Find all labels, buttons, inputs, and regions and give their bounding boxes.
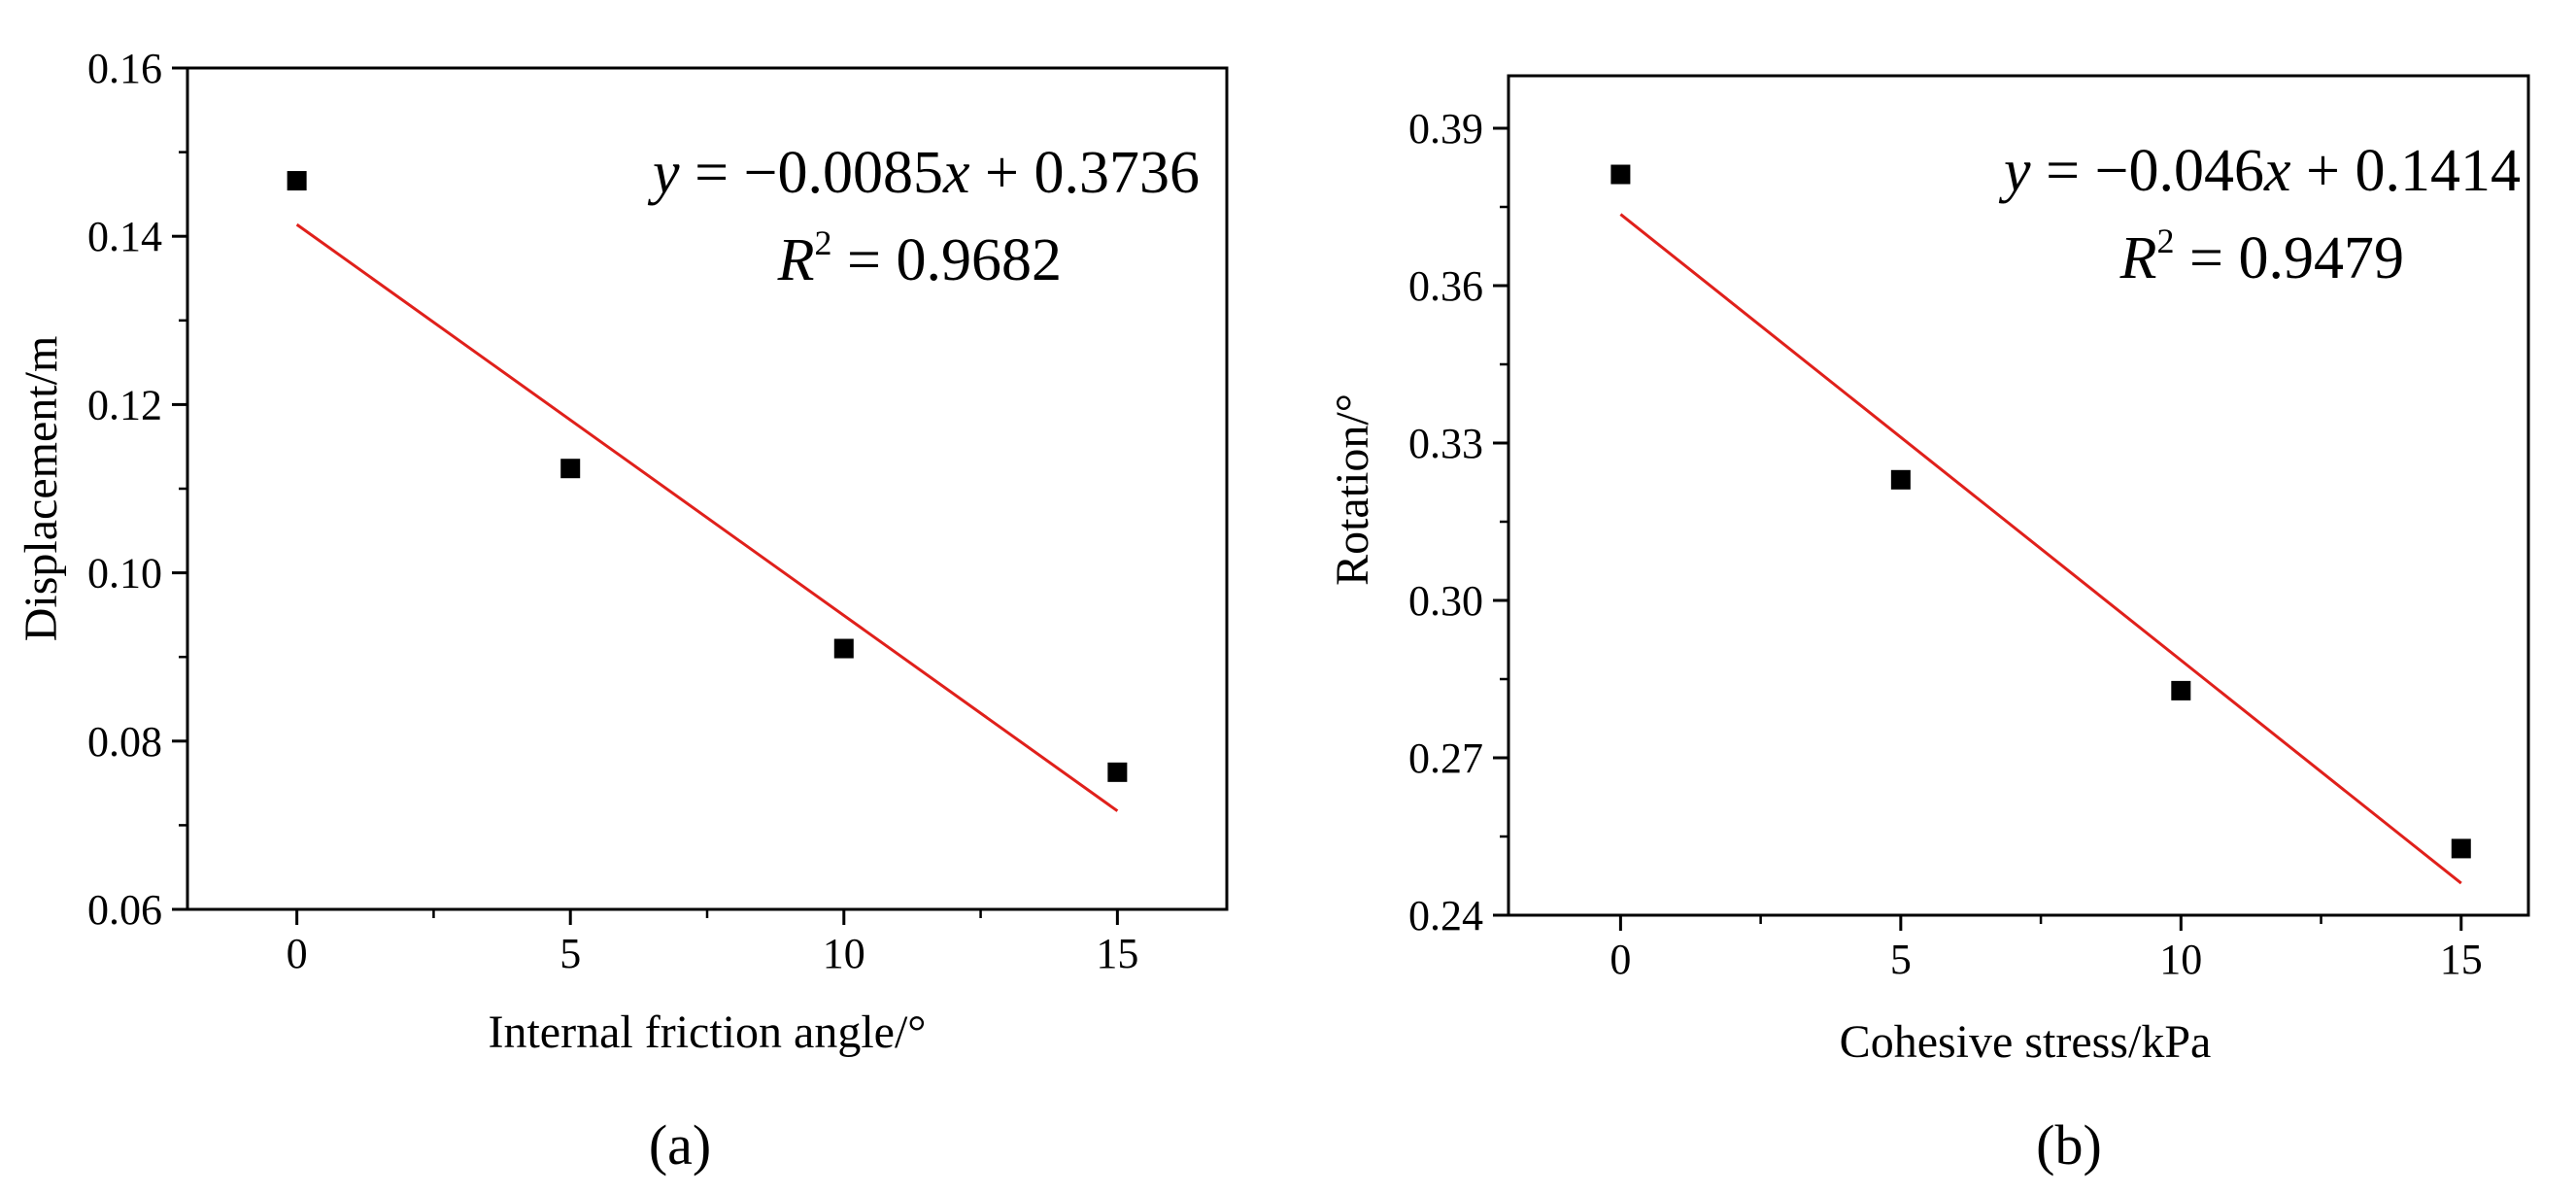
fit-layer [295, 222, 1119, 812]
r-squared: R2 = 0.9682 [777, 223, 1062, 293]
y-tick-label: 0.27 [1408, 734, 1483, 782]
y-tick-label: 0.12 [87, 381, 162, 428]
x-tick-label: 0 [1610, 936, 1631, 983]
y-tick-label: 0.14 [87, 213, 162, 260]
y-tick-label: 0.36 [1408, 262, 1483, 310]
y-tick-label: 0.10 [87, 550, 162, 598]
point-layer [1610, 164, 2471, 859]
chart-panel-b: 0 5 10 15 0.24 0.27 0.30 0.33 0.36 0.39 Cohesive… [1327, 74, 2530, 1177]
x-tick-label: 0 [287, 930, 308, 977]
fit-line [1619, 213, 2462, 885]
fit-equation: y = −0.046x + 0.1414 [1998, 138, 2521, 204]
x-axis-title: Internal friction angle/° [488, 1007, 926, 1058]
y-tick-label: 0.39 [1408, 105, 1483, 153]
data-point [1107, 762, 1128, 782]
y-tick-label: 0.06 [87, 886, 162, 934]
x-tick-label: 15 [2440, 936, 2483, 983]
y-ticks: 0.06 0.08 0.10 0.12 0.14 0.16 [87, 45, 187, 934]
panel-label-b: (b) [2036, 1113, 2102, 1177]
point-layer [287, 171, 1128, 782]
data-point [560, 459, 581, 479]
y-tick-label: 0.24 [1408, 892, 1483, 939]
data-point [2171, 680, 2191, 700]
data-point [833, 638, 854, 659]
data-point [2451, 838, 2471, 859]
chart-panel-a: 0 5 10 15 0.06 0.08 0.10 0.12 0.14 0.16 Internal… [16, 45, 1229, 1177]
y-tick-label: 0.16 [87, 45, 162, 92]
y-tick-label: 0.08 [87, 718, 162, 766]
y-tick-label: 0.30 [1408, 577, 1483, 625]
x-ticks: 0 5 10 15 [287, 909, 1138, 977]
x-tick-label: 5 [1890, 936, 1912, 983]
panel-label-a: (a) [649, 1113, 711, 1177]
y-tick-label: 0.33 [1408, 420, 1483, 467]
x-tick-label: 15 [1096, 930, 1138, 977]
x-tick-label: 10 [2159, 936, 2202, 983]
plot-frame [1507, 74, 2530, 917]
x-axis-title: Cohesive stress/kPa [1840, 1016, 2212, 1068]
x-tick-label: 5 [559, 930, 581, 977]
x-tick-label: 10 [823, 930, 865, 977]
y-axis-title: Displacement/m [16, 336, 67, 642]
data-point [287, 171, 307, 191]
fit-layer [1619, 213, 2462, 885]
data-point [1890, 469, 1911, 490]
y-axis-title: Rotation/° [1327, 393, 1378, 586]
x-ticks: 0 5 10 15 [1610, 915, 2483, 983]
y-ticks: 0.24 0.27 0.30 0.33 0.36 0.39 [1408, 105, 1508, 939]
fit-equation: y = −0.0085x + 0.3736 [647, 140, 1200, 206]
r-squared: R2 = 0.9479 [2119, 222, 2404, 291]
fit-line [295, 222, 1119, 812]
data-point [1610, 164, 1631, 185]
